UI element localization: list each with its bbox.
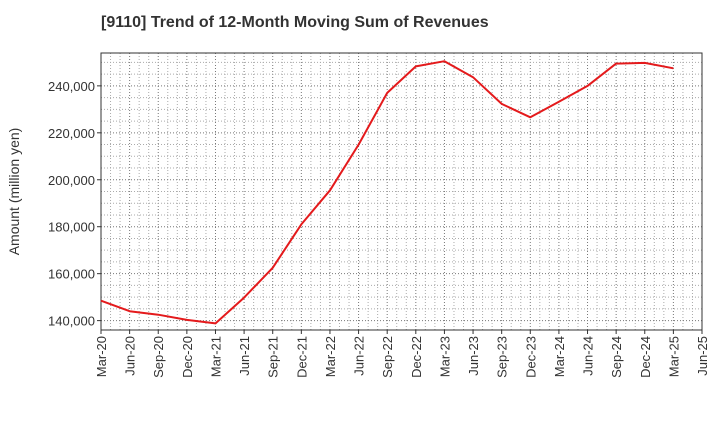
- series-layer: [100, 60, 674, 325]
- axes: 140,000 160,000 180,000 200,000 220,000 240,0…: [48, 52, 710, 378]
- x-tick-label: Mar-22: [323, 336, 338, 377]
- y-tick-label: 140,000: [48, 314, 95, 329]
- x-tick-label: Sep-21: [266, 336, 281, 378]
- x-tick-label: Mar-24: [552, 336, 567, 377]
- x-tick-label: Jun-20: [123, 336, 138, 376]
- x-tick-label: Dec-20: [180, 336, 195, 378]
- x-tick-label: Mar-21: [208, 336, 223, 377]
- x-tick-label: Mar-20: [94, 336, 109, 377]
- grid: [101, 53, 702, 330]
- x-tick-label: Jun-25: [695, 336, 710, 376]
- x-tick-label: Sep-22: [380, 336, 395, 378]
- x-tick-label: Dec-22: [409, 336, 424, 378]
- y-tick-label: 160,000: [48, 267, 95, 282]
- y-axis-title: Amount (million yen): [6, 128, 22, 256]
- x-tick-label: Sep-24: [609, 336, 624, 378]
- chart-title: [9110] Trend of 12-Month Moving Sum of R…: [101, 14, 489, 31]
- y-tick-label: 240,000: [48, 79, 95, 94]
- x-tick-label: Jun-23: [466, 336, 481, 376]
- x-tick-label: Dec-24: [638, 336, 653, 378]
- x-tick-label: Sep-20: [151, 336, 166, 378]
- x-tick-label: Mar-23: [437, 336, 452, 377]
- x-tick-label: Sep-23: [495, 336, 510, 378]
- x-tick-label: Mar-25: [666, 336, 681, 377]
- x-tick-label: Jun-24: [581, 336, 596, 376]
- plot-frame: [100, 52, 703, 331]
- x-tick-label: Jun-22: [352, 336, 367, 376]
- y-tick-label: 220,000: [48, 126, 95, 141]
- y-tick-label: 180,000: [48, 220, 95, 235]
- x-tick-label: Dec-21: [294, 336, 309, 378]
- x-tick-label: Jun-21: [237, 336, 252, 376]
- y-tick-label: 200,000: [48, 173, 95, 188]
- x-tick-label: Dec-23: [523, 336, 538, 378]
- series-line: [100, 60, 674, 325]
